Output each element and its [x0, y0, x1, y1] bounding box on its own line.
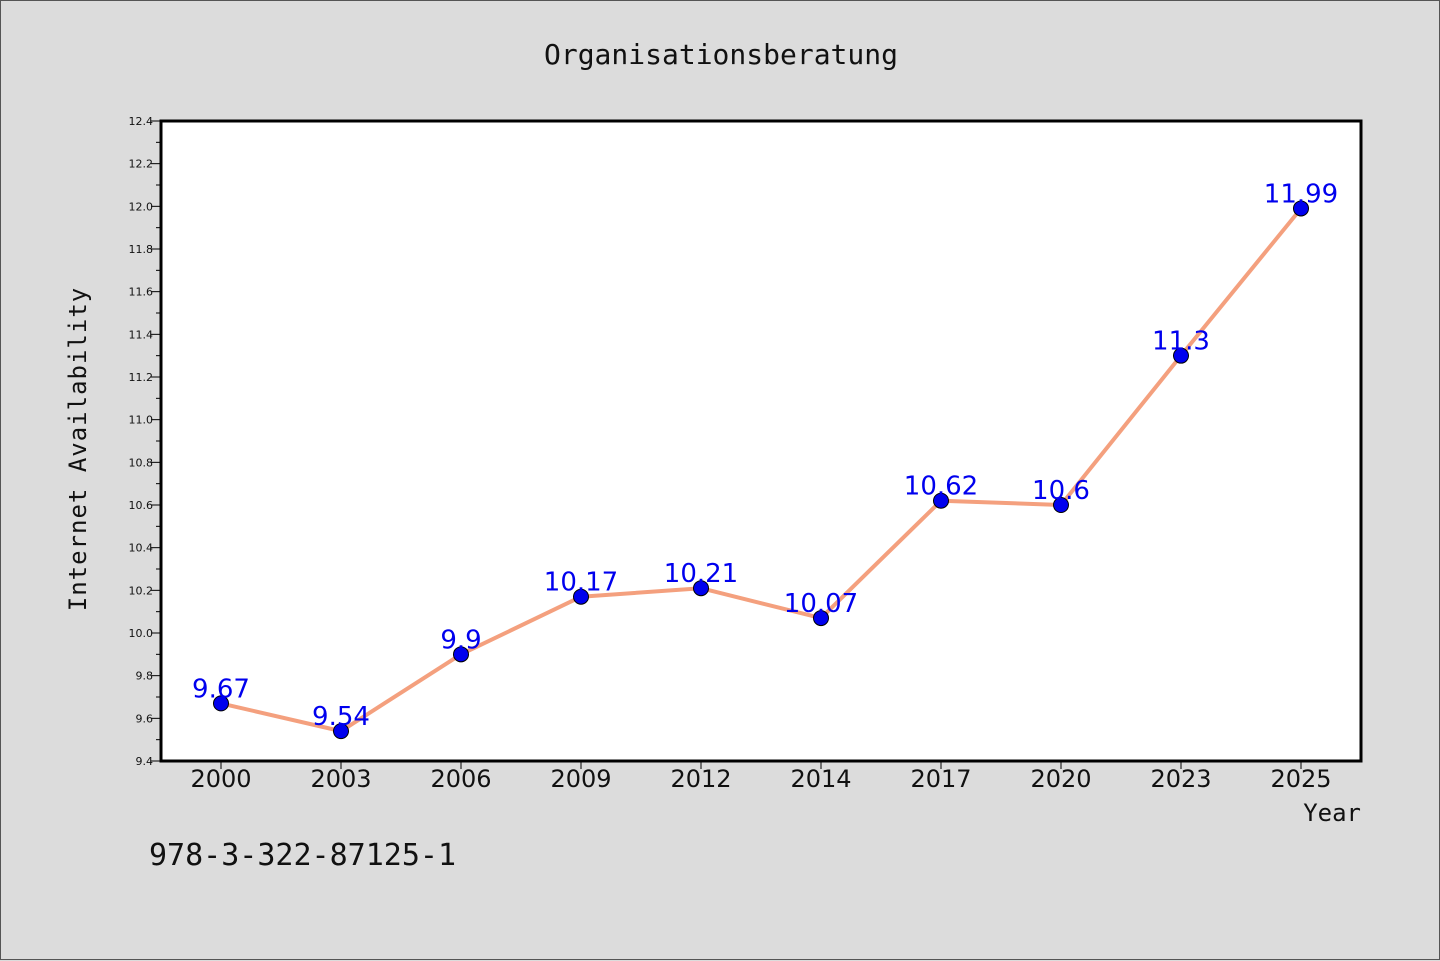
- data-point: [573, 588, 589, 605]
- y-tick-label: 10.8: [129, 456, 154, 469]
- data-point: [453, 646, 469, 663]
- footnote-isbn: 978-3-322-87125-1: [149, 838, 456, 873]
- y-tick-label: 11.4: [129, 328, 154, 341]
- data-point: [813, 610, 829, 627]
- data-label: 10.07: [784, 589, 858, 619]
- data-point: [1293, 200, 1309, 217]
- data-point: [213, 695, 229, 712]
- y-axis: 9.4 9.6 9.8 10.0 10.2 10.4 10.6 10.8 11.0 11.2 11.…: [129, 115, 161, 768]
- x-tick-label: 2009: [550, 765, 611, 793]
- data-point: [333, 723, 349, 740]
- y-tick-label: 11.0: [129, 414, 154, 427]
- data-point: [1053, 497, 1069, 513]
- y-tick-label: 10.4: [129, 542, 154, 555]
- x-tick-label: 2020: [1030, 765, 1091, 793]
- chart-title: Organisationsberatung: [544, 38, 898, 71]
- y-tick-label: 10.6: [129, 499, 154, 512]
- y-tick-label: 10.0: [129, 627, 154, 640]
- y-tick-label: 11.6: [129, 286, 154, 299]
- data-label: 10.62: [904, 472, 978, 502]
- x-tick-label: 2006: [430, 765, 491, 793]
- data-label: 9.9: [440, 625, 481, 655]
- data-label: 10.17: [544, 568, 618, 598]
- data-point: [693, 580, 709, 597]
- y-tick-label: 9.4: [136, 755, 154, 768]
- data-label: 10.6: [1032, 476, 1090, 506]
- y-tick-label: 9.6: [136, 712, 154, 725]
- x-tick-label: 2017: [910, 765, 971, 793]
- plot-area: [159, 119, 1363, 763]
- y-tick-label: 10.2: [129, 584, 154, 597]
- x-axis: 2000 2003 2006 2009 2012 2014 2017 2020 2023 2025: [190, 761, 1332, 793]
- y-tick-label: 12.4: [129, 115, 154, 128]
- data-label: 10.21: [664, 559, 738, 589]
- data-label: 9.54: [312, 702, 370, 732]
- x-tick-label: 2000: [190, 765, 251, 793]
- x-tick-label: 2025: [1270, 765, 1331, 793]
- data-point: [1173, 347, 1189, 364]
- y-tick-label: 9.8: [136, 670, 154, 683]
- series-line: [220, 207, 1303, 734]
- x-tick-label: 2023: [1150, 765, 1211, 793]
- data-label: 9.67: [192, 674, 250, 704]
- x-tick-label: 2014: [790, 765, 851, 793]
- y-tick-label: 11.8: [129, 243, 154, 256]
- y-tick-label: 11.2: [129, 371, 154, 384]
- data-label: 11.3: [1152, 327, 1210, 357]
- data-label: 11.99: [1264, 179, 1338, 209]
- y-tick-label: 12.2: [129, 158, 154, 171]
- y-axis-label: Internet Availability: [64, 287, 92, 611]
- x-tick-label: 2003: [310, 765, 371, 793]
- x-tick-label: 2012: [670, 765, 731, 793]
- series-layer: 9.67 9.54 9.9 10.17 10.21 10.07 10.62 10.6 11.3 1…: [192, 179, 1338, 740]
- data-point: [933, 492, 949, 509]
- y-tick-label: 12.0: [129, 200, 154, 213]
- x-axis-label: Year: [1303, 799, 1361, 827]
